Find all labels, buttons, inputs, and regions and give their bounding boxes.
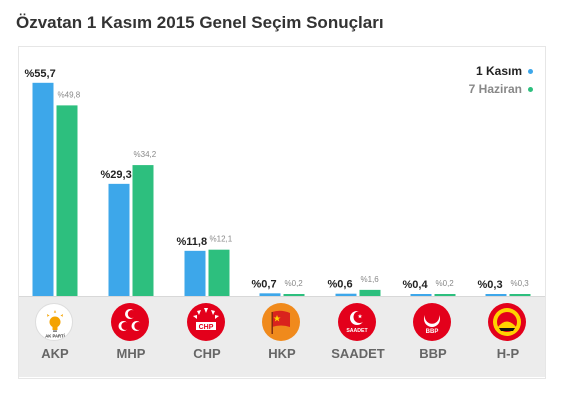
legend-dot-icon [528,69,533,75]
bar-saadet-series-1[interactable] [335,293,357,296]
party-name-bbp: BBP [419,346,447,361]
bar-mhp-series-2[interactable] [132,165,154,296]
bar-akp-series-2[interactable] [56,105,78,297]
svg-text:AK PARTİ: AK PARTİ [45,334,64,339]
data-label-hkp-series-2: %0,2 [285,279,304,288]
chart-baseline [19,296,545,297]
bar-chp-series-1[interactable] [184,250,206,296]
saadet-crescent-icon: SAADET [338,303,376,341]
data-label-hkp-series-1: %0,7 [252,278,277,290]
data-label-bbp-series-1: %0,4 [403,279,429,291]
bar-chp-series-2[interactable] [208,249,230,296]
bar-hkp-series-2[interactable] [283,294,305,296]
party-name-akp: AKP [41,346,69,361]
bar-bbp-series-1[interactable] [410,294,432,296]
party-name-chp: CHP [193,346,221,361]
data-label-akp-series-1: %55,7 [25,68,56,80]
bar-hkp-series-1[interactable] [259,293,281,296]
data-label-h-p-series-1: %0,3 [478,279,503,291]
legend-label: 1 Kasım [475,64,522,78]
legend-item-1-kasim[interactable]: 1 Kasım [469,62,533,80]
data-label-akp-series-2: %49,8 [58,90,81,99]
bbp-crescent-icon: BBP [413,303,451,341]
chart-legend: 1 Kasım 7 Haziran [469,62,533,98]
svg-text:BBP: BBP [426,329,439,335]
legend-item-7-haziran[interactable]: 7 Haziran [469,80,533,98]
party-name-hkp: HKP [268,346,296,361]
data-label-bbp-series-2: %0,2 [436,279,455,288]
mhp-crescents-icon [111,303,149,341]
bar-bbp-series-2[interactable] [434,294,456,296]
bar-akp-series-1[interactable] [32,82,54,296]
legend-label: 7 Haziran [468,82,522,96]
svg-text:CHP: CHP [199,324,214,331]
party-name-mhp: MHP [116,346,146,361]
data-label-saadet-series-1: %0,6 [328,279,353,291]
bar-mhp-series-1[interactable] [108,183,130,296]
party-name-h-p: H-P [496,346,520,361]
bar-h-p-series-1[interactable] [485,294,507,296]
svg-text:SAADET: SAADET [346,328,368,334]
hkp-flag-icon [262,303,300,341]
bar-saadet-series-2[interactable] [359,289,381,296]
data-label-saadet-series-2: %1,6 [361,275,380,284]
data-label-mhp-series-2: %34,2 [134,150,157,159]
legend-dot-icon [528,87,533,93]
data-label-mhp-series-1: %29,3 [101,169,132,181]
akp-lightbulb-icon: AK PARTİ [35,303,73,341]
chp-arrows-icon: CHP [187,303,225,341]
data-label-chp-series-1: %11,8 [177,236,208,248]
page-title: Özvatan 1 Kasım 2015 Genel Seçim Sonuçla… [16,13,384,32]
bar-h-p-series-2[interactable] [509,294,531,296]
data-label-h-p-series-2: %0,3 [511,279,530,288]
party-name-saadet: SAADET [331,346,385,361]
hp-sun-icon [488,303,526,341]
data-label-chp-series-2: %12,1 [210,235,233,244]
